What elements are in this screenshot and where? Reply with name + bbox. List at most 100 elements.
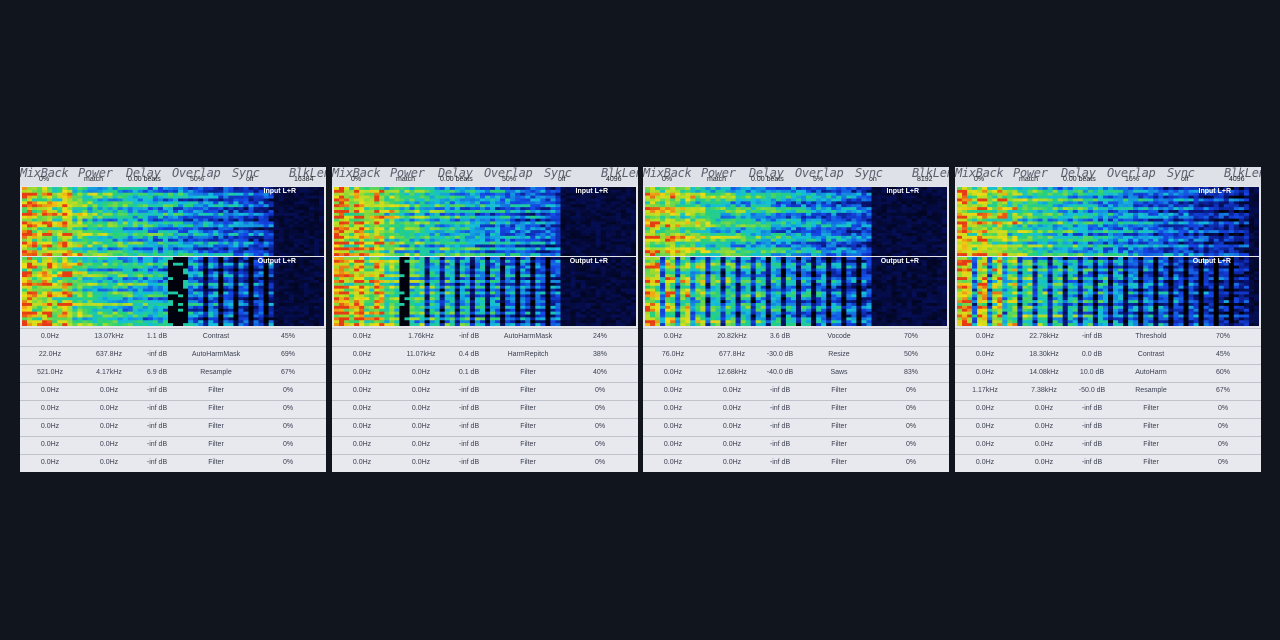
- high-freq-cell[interactable]: 0.0Hz: [99, 441, 119, 448]
- high-freq-cell[interactable]: 0.0Hz: [1034, 459, 1054, 466]
- gain-cell[interactable]: -inf dB: [1081, 459, 1103, 466]
- effect-row[interactable]: 0.0Hz 0.0Hz -inf dB Filter 0%: [955, 400, 1261, 418]
- amount-cell[interactable]: 0%: [1217, 423, 1229, 430]
- effect-row[interactable]: 0.0Hz 0.0Hz -inf dB Filter 0%: [20, 436, 326, 454]
- effect-name-cell[interactable]: Filter: [208, 459, 224, 466]
- low-freq-cell[interactable]: 0.0Hz: [40, 333, 60, 340]
- amount-cell[interactable]: 0%: [282, 423, 294, 430]
- high-freq-cell[interactable]: 677.8Hz: [718, 351, 746, 358]
- effect-name-cell[interactable]: Filter: [208, 387, 224, 394]
- amount-cell[interactable]: 45%: [280, 333, 296, 340]
- gain-cell[interactable]: -inf dB: [458, 405, 480, 412]
- effect-name-cell[interactable]: Filter: [831, 459, 847, 466]
- effect-row[interactable]: 0.0Hz 0.0Hz -inf dB Filter 0%: [20, 454, 326, 472]
- effect-row[interactable]: 0.0Hz 1.76kHz -inf dB AutoHarmMask 24%: [332, 328, 638, 346]
- gain-cell[interactable]: -inf dB: [458, 459, 480, 466]
- gain-cell[interactable]: 0.0 dB: [1081, 351, 1103, 358]
- effect-row[interactable]: 0.0Hz 13.07kHz 1.1 dB Contrast 45%: [20, 328, 326, 346]
- high-freq-cell[interactable]: 0.0Hz: [99, 423, 119, 430]
- low-freq-cell[interactable]: 0.0Hz: [663, 369, 683, 376]
- high-freq-cell[interactable]: 0.0Hz: [99, 405, 119, 412]
- low-freq-cell[interactable]: 0.0Hz: [663, 387, 683, 394]
- gain-cell[interactable]: 1.1 dB: [146, 333, 168, 340]
- gain-cell[interactable]: 6.9 dB: [146, 369, 168, 376]
- param-value-mixback[interactable]: 0%: [351, 176, 362, 183]
- effect-row[interactable]: 0.0Hz 0.0Hz -inf dB Filter 0%: [332, 400, 638, 418]
- effect-row[interactable]: 521.0Hz 4.17kHz 6.9 dB Resample 67%: [20, 364, 326, 382]
- param-value-delay[interactable]: 0.00 beats: [128, 176, 161, 183]
- gain-cell[interactable]: -40.0 dB: [766, 369, 794, 376]
- effect-name-cell[interactable]: Filter: [520, 405, 536, 412]
- effect-row[interactable]: 0.0Hz 0.0Hz -inf dB Filter 0%: [20, 400, 326, 418]
- effect-row[interactable]: 76.0Hz 677.8Hz -30.0 dB Resize 50%: [643, 346, 949, 364]
- param-value-power[interactable]: match: [707, 176, 727, 183]
- amount-cell[interactable]: 67%: [1215, 387, 1231, 394]
- low-freq-cell[interactable]: 1.17kHz: [972, 387, 998, 394]
- gain-cell[interactable]: -inf dB: [146, 423, 168, 430]
- amount-cell[interactable]: 0%: [905, 459, 917, 466]
- amount-cell[interactable]: 38%: [592, 351, 608, 358]
- high-freq-cell[interactable]: 4.17kHz: [96, 369, 122, 376]
- high-freq-cell[interactable]: 0.0Hz: [1034, 405, 1054, 412]
- effect-name-cell[interactable]: Resample: [1135, 387, 1167, 394]
- low-freq-cell[interactable]: 0.0Hz: [975, 351, 995, 358]
- high-freq-cell[interactable]: 637.8Hz: [95, 351, 123, 358]
- low-freq-cell[interactable]: 0.0Hz: [975, 405, 995, 412]
- gain-cell[interactable]: -inf dB: [146, 351, 168, 358]
- high-freq-cell[interactable]: 0.0Hz: [722, 405, 742, 412]
- gain-cell[interactable]: -inf dB: [1081, 423, 1103, 430]
- effect-row[interactable]: 0.0Hz 20.82kHz 3.6 dB Vocode 70%: [643, 328, 949, 346]
- low-freq-cell[interactable]: 0.0Hz: [352, 405, 372, 412]
- low-freq-cell[interactable]: 0.0Hz: [352, 333, 372, 340]
- param-value-overlap[interactable]: 5%: [813, 176, 824, 183]
- amount-cell[interactable]: 0%: [594, 441, 606, 448]
- param-value-power[interactable]: match: [396, 176, 416, 183]
- param-value-blklen[interactable]: 8192: [917, 176, 933, 183]
- gain-cell[interactable]: -inf dB: [458, 423, 480, 430]
- effect-name-cell[interactable]: Saws: [830, 369, 848, 376]
- amount-cell[interactable]: 50%: [903, 351, 919, 358]
- amount-cell[interactable]: 70%: [903, 333, 919, 340]
- amount-cell[interactable]: 83%: [903, 369, 919, 376]
- low-freq-cell[interactable]: 0.0Hz: [975, 441, 995, 448]
- effect-name-cell[interactable]: Contrast: [1137, 351, 1165, 358]
- gain-cell[interactable]: -50.0 dB: [1078, 387, 1106, 394]
- effect-row[interactable]: 0.0Hz 0.0Hz -inf dB Filter 0%: [332, 436, 638, 454]
- high-freq-cell[interactable]: 0.0Hz: [722, 459, 742, 466]
- high-freq-cell[interactable]: 14.08kHz: [1029, 369, 1059, 376]
- gain-cell[interactable]: -inf dB: [458, 387, 480, 394]
- param-value-overlap[interactable]: 50%: [502, 176, 517, 183]
- gain-cell[interactable]: -30.0 dB: [766, 351, 794, 358]
- high-freq-cell[interactable]: 0.0Hz: [99, 387, 119, 394]
- amount-cell[interactable]: 0%: [594, 459, 606, 466]
- effect-row[interactable]: 1.17kHz 7.38kHz -50.0 dB Resample 67%: [955, 382, 1261, 400]
- amount-cell[interactable]: 67%: [280, 369, 296, 376]
- high-freq-cell[interactable]: 0.0Hz: [411, 441, 431, 448]
- effect-row[interactable]: 0.0Hz 0.0Hz -inf dB Filter 0%: [20, 418, 326, 436]
- param-value-delay[interactable]: 0.00 beats: [1063, 176, 1096, 183]
- effect-name-cell[interactable]: Vocode: [827, 333, 851, 340]
- high-freq-cell[interactable]: 7.38kHz: [1031, 387, 1057, 394]
- param-value-mixback[interactable]: 0%: [39, 176, 50, 183]
- amount-cell[interactable]: 0%: [1217, 405, 1229, 412]
- effect-name-cell[interactable]: AutoHarm: [1135, 369, 1167, 376]
- low-freq-cell[interactable]: 0.0Hz: [663, 423, 683, 430]
- amount-cell[interactable]: 0%: [282, 405, 294, 412]
- gain-cell[interactable]: 10.0 dB: [1079, 369, 1105, 376]
- effect-name-cell[interactable]: Filter: [1143, 459, 1159, 466]
- effect-name-cell[interactable]: Threshold: [1135, 333, 1167, 340]
- effect-name-cell[interactable]: Resample: [200, 369, 232, 376]
- amount-cell[interactable]: 0%: [905, 405, 917, 412]
- amount-cell[interactable]: 0%: [594, 423, 606, 430]
- effect-row[interactable]: 0.0Hz 0.0Hz -inf dB Filter 0%: [955, 436, 1261, 454]
- amount-cell[interactable]: 24%: [592, 333, 608, 340]
- effect-row[interactable]: 0.0Hz 11.07kHz 0.4 dB HarmRepitch 38%: [332, 346, 638, 364]
- effect-row[interactable]: 0.0Hz 0.0Hz 0.1 dB Filter 40%: [332, 364, 638, 382]
- effect-name-cell[interactable]: Filter: [520, 459, 536, 466]
- amount-cell[interactable]: 0%: [905, 441, 917, 448]
- effect-row[interactable]: 22.0Hz 637.8Hz -inf dB AutoHarmMask 69%: [20, 346, 326, 364]
- gain-cell[interactable]: -inf dB: [458, 333, 480, 340]
- low-freq-cell[interactable]: 0.0Hz: [352, 459, 372, 466]
- effect-name-cell[interactable]: Filter: [208, 423, 224, 430]
- param-value-power[interactable]: match: [84, 176, 104, 183]
